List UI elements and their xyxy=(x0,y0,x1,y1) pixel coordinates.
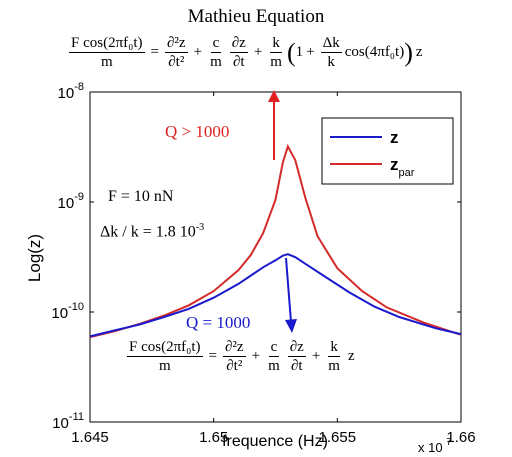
linear-plus-2: + xyxy=(311,348,321,364)
linear-term2b-num: ∂z xyxy=(287,339,306,357)
y-tick-label: 10-10 xyxy=(51,301,84,322)
y-tick-base: 10 xyxy=(58,195,75,212)
mathieu-term1-den: ∂t² xyxy=(168,54,185,70)
q-high-arrowhead xyxy=(268,90,280,102)
mathieu-eq-sign: = xyxy=(150,44,160,60)
linear-term3-den: m xyxy=(328,358,340,374)
mathieu-cos-term: cos(4πf₀t) xyxy=(344,44,405,60)
linear-lhs: F cos(2πf₀t) m xyxy=(127,338,203,375)
series-line-zpar xyxy=(89,143,462,339)
linear-term3: k m xyxy=(326,338,342,375)
linear-lhs-num: F cos(2πf₀t) xyxy=(127,339,203,357)
dk-label-exp: -3 xyxy=(195,222,205,233)
linear-term1-den: ∂t² xyxy=(226,358,243,374)
mathieu-term3: k m xyxy=(268,34,284,71)
mathieu-lhs-num: F cos(2πf₀t) xyxy=(69,35,145,53)
q-low-arrow xyxy=(285,257,292,323)
linear-term2b-den: ∂t xyxy=(290,358,303,374)
mathieu-lhs-den: m xyxy=(100,54,113,70)
mathieu-term2b-den: ∂t xyxy=(232,54,245,70)
y-tick-base: 10 xyxy=(52,415,69,432)
linear-term1: ∂²z ∂t² xyxy=(223,338,246,375)
y-tick-exp: -10 xyxy=(68,301,84,313)
y-tick-base: 10 xyxy=(58,85,75,102)
mathieu-term2a-num: c xyxy=(210,35,222,53)
legend: z zpar xyxy=(321,117,454,185)
x-tick-label: 1.65 xyxy=(199,429,228,446)
force-label: F = 10 nN xyxy=(108,188,174,205)
x-tick-label: 1.655 xyxy=(319,429,357,446)
q-low-arrowhead xyxy=(285,319,297,333)
mathieu-plus-3: + xyxy=(306,44,315,60)
legend-box xyxy=(321,117,454,185)
linear-term2a: c m xyxy=(266,338,282,375)
q-low-label: Q = 1000 xyxy=(186,313,251,332)
mathieu-plus-1: + xyxy=(193,44,203,60)
figure-title: Mathieu Equation xyxy=(187,6,325,27)
mathieu-one: 1 xyxy=(295,44,304,60)
mathieu-term2a: c m xyxy=(208,34,224,71)
x-tick-label: 1.66 xyxy=(446,429,475,446)
mathieu-paren-open: ( xyxy=(286,37,296,67)
linear-plus-1: + xyxy=(251,348,261,364)
x-multiplier-base: x 10 xyxy=(418,440,443,455)
y-tick-exp: -8 xyxy=(74,81,84,93)
linear-term1-num: ∂²z xyxy=(223,339,246,357)
mathieu-paren-close: ) xyxy=(404,37,413,67)
linear-lhs-den: m xyxy=(158,358,171,374)
y-tick-label: 10-8 xyxy=(58,81,84,102)
mathieu-term3-den: m xyxy=(270,54,282,70)
y-tick-exp: -9 xyxy=(74,191,84,203)
linear-equation: F cos(2πf₀t) m = ∂²z ∂t² + c m ∂z ∂t + k… xyxy=(124,338,355,375)
linear-tail: z xyxy=(347,348,355,364)
mathieu-term4-den: k xyxy=(327,54,335,70)
y-tick-exp: -11 xyxy=(69,411,84,423)
mathieu-term1-num: ∂²z xyxy=(165,35,188,53)
legend-label-z: z xyxy=(390,128,399,147)
y-tick-base: 10 xyxy=(51,305,68,322)
y-tick-label: 10-11 xyxy=(52,411,84,432)
x-tick-label: 1.645 xyxy=(71,429,109,446)
mathieu-equation: F cos(2πf₀t) m = ∂²z ∂t² + c m ∂z ∂t + k… xyxy=(66,34,423,71)
mathieu-term3-num: k xyxy=(270,35,282,53)
q-high-label: Q > 1000 xyxy=(165,122,230,141)
legend-label-zpar-sub: par xyxy=(399,167,415,179)
mathieu-lhs: F cos(2πf₀t) m xyxy=(69,34,145,71)
x-multiplier: x 10 7 xyxy=(418,437,452,455)
linear-term3-num: k xyxy=(328,339,340,357)
mathieu-term4-num: Δk xyxy=(320,35,342,53)
linear-eq-sign: = xyxy=(208,348,218,364)
x-axis-label: frequence (Hz) xyxy=(222,433,328,450)
series-line-z xyxy=(89,253,462,338)
linear-term2a-den: m xyxy=(268,358,280,374)
dk-label: Δk / k = 1.8 10-3 xyxy=(100,222,204,241)
mathieu-term2a-den: m xyxy=(210,54,222,70)
mathieu-term2b: ∂z ∂t xyxy=(229,34,248,71)
series-lines xyxy=(89,143,462,339)
mathieu-term2b-num: ∂z xyxy=(229,35,248,53)
y-axis-label: Log(z) xyxy=(25,234,44,282)
mathieu-term4: Δk k xyxy=(320,34,342,71)
mathieu-tail: z xyxy=(415,44,423,60)
linear-term2b: ∂z ∂t xyxy=(287,338,306,375)
mathieu-plus-2: + xyxy=(253,44,263,60)
mathieu-term1: ∂²z ∂t² xyxy=(165,34,188,71)
y-tick-label: 10-9 xyxy=(58,191,84,212)
dk-label-main: Δk / k = 1.8 10 xyxy=(100,223,196,241)
x-multiplier-exp: 7 xyxy=(446,437,452,448)
linear-term2a-num: c xyxy=(268,339,280,357)
